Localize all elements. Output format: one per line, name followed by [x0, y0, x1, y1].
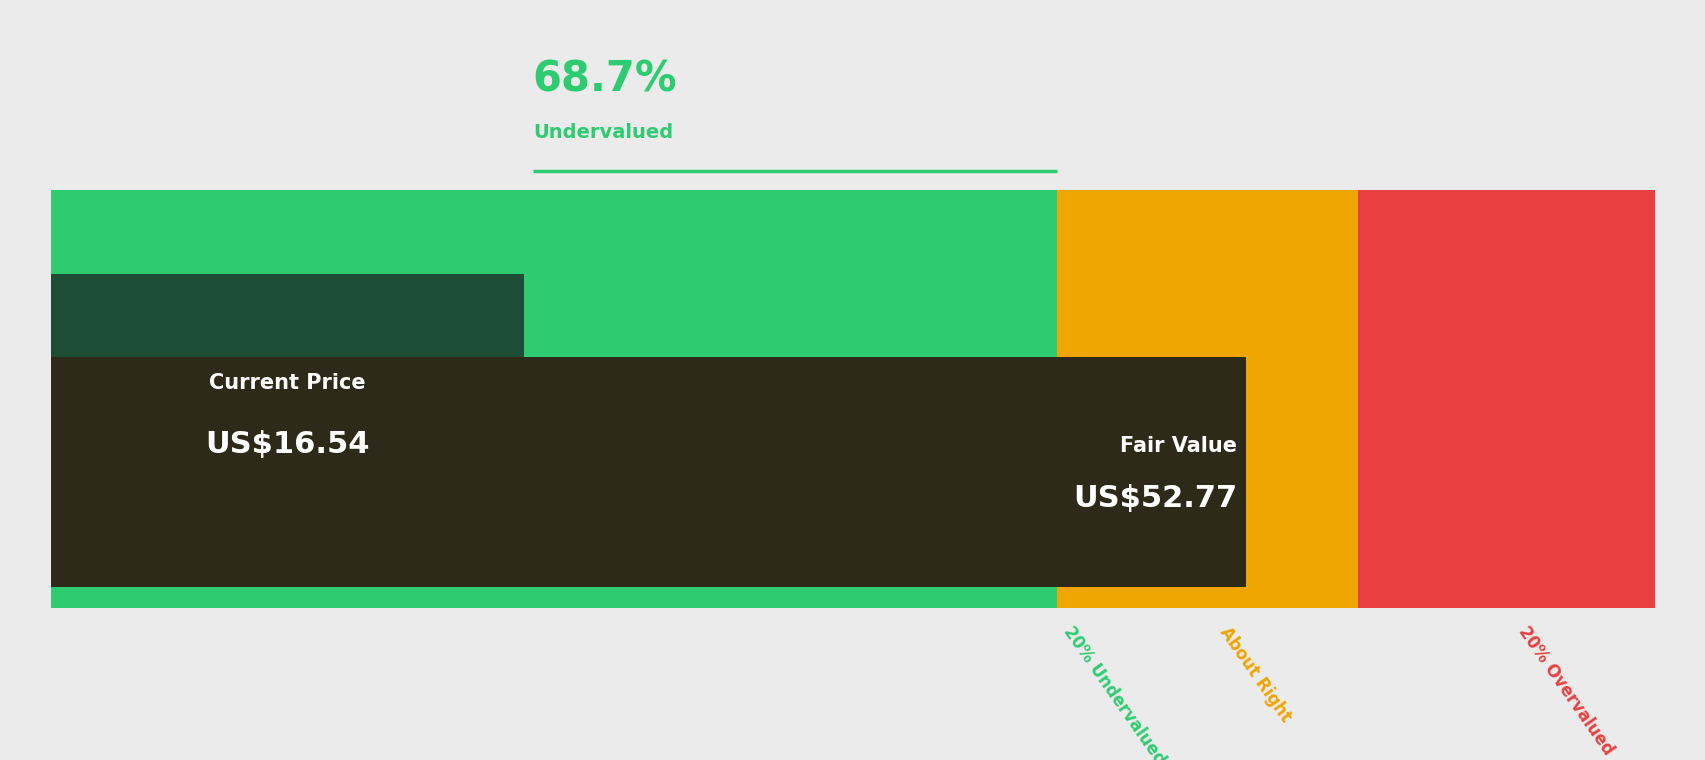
Bar: [51, 190, 1055, 608]
Text: US$52.77: US$52.77: [1072, 484, 1236, 513]
Bar: [1357, 190, 1654, 608]
Text: Current Price: Current Price: [210, 373, 367, 393]
Text: 68.7%: 68.7%: [532, 59, 677, 101]
Text: About Right: About Right: [1216, 623, 1294, 725]
Bar: [51, 357, 1245, 587]
Bar: [51, 274, 523, 553]
Text: US$16.54: US$16.54: [205, 429, 370, 458]
Text: 20% Undervalued: 20% Undervalued: [1059, 623, 1168, 760]
Text: 20% Overvalued: 20% Overvalued: [1514, 623, 1616, 758]
Bar: [1055, 190, 1357, 608]
Text: Fair Value: Fair Value: [1120, 435, 1236, 455]
Text: Undervalued: Undervalued: [532, 123, 672, 143]
